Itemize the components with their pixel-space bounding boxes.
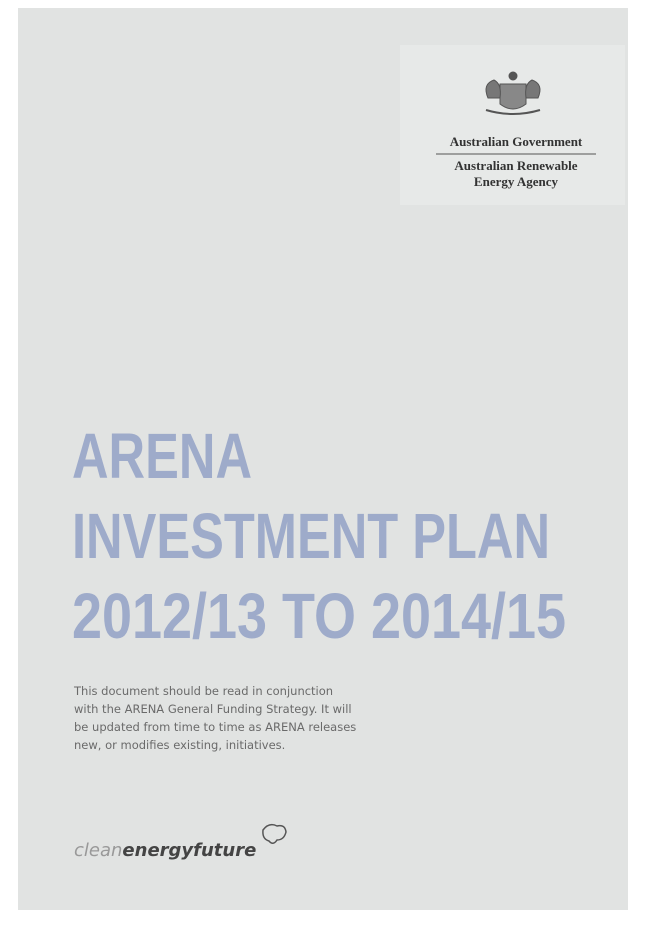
body-line: with the ARENA General Funding Strategy.… [74,702,352,716]
footer-logo: cleanenergyfuture [74,840,256,861]
body-line: This document should be read in conjunct… [73,684,333,698]
title-line: 2012/13 TO 2014/15 [72,580,566,652]
footer-logo-bold: energyfuture [122,840,256,861]
agency-name: Australian Renewable [454,158,577,173]
title-line: ARENA [72,420,252,492]
agency-name: Energy Agency [474,174,559,189]
coat-of-arms [485,71,541,115]
body-line: new, or modifies existing, initiatives. [74,738,285,752]
body-line: be updated from time to time as ARENA re… [74,720,356,734]
footer-logo-light: clean [74,840,122,861]
footer-logo-icon [262,823,287,844]
title-line: INVESTMENT PLAN [72,500,550,572]
government-name: Australian Government [450,134,583,149]
